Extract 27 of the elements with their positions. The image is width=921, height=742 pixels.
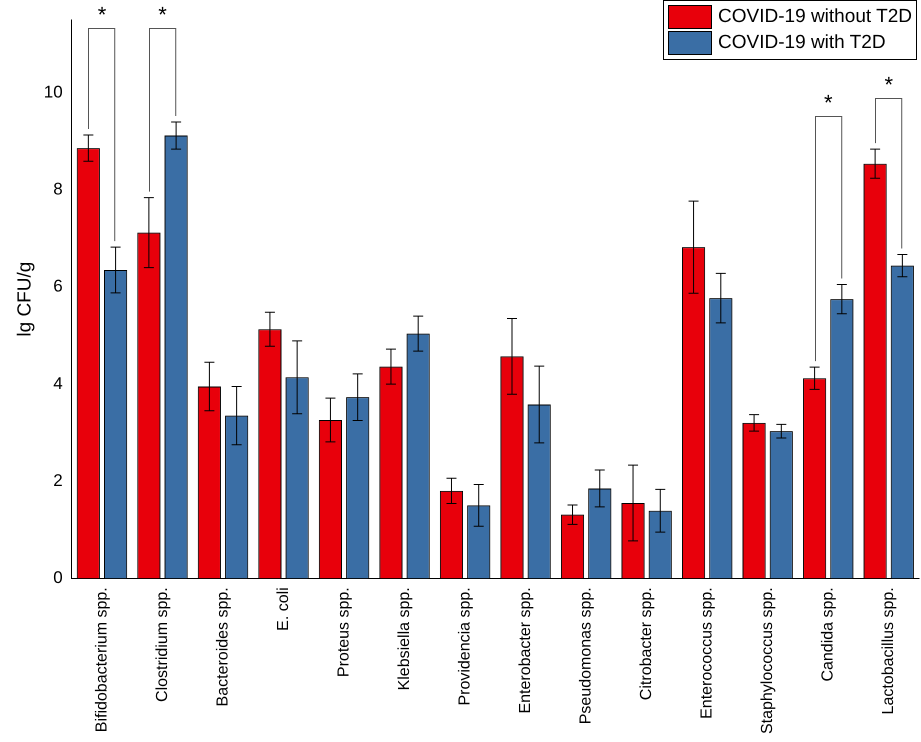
x-tick-label: E. coli [274,587,292,631]
legend-label: COVID-19 without T2D [718,6,912,28]
x-tick-label: Citrobacter spp. [638,587,656,700]
y-axis-title: lg CFU/g [14,262,36,337]
x-tick-label: Providencia spp. [456,587,474,706]
x-tick-label: Lactobacillus spp. [880,587,898,714]
x-tick-label: Enterococcus spp. [698,587,716,719]
x-tick-label: Pseudomonas spp. [578,587,595,724]
y-tick-label: 6 [53,276,63,296]
x-tick-label: Bifidobacterium spp. [93,587,110,732]
annotation: * [822,90,834,115]
y-tick-label: 2 [53,470,63,490]
x-tick-label: Candida spp. [820,587,837,682]
x-tick-label: Staphylococcus spp. [759,587,776,734]
x-tick-label: Bacteroides spp. [214,587,232,706]
y-tick-label: 4 [53,374,63,393]
x-tick-label: Clostridium spp. [154,587,171,702]
legend-label: COVID-19 with T2D [718,32,886,54]
y-tick-label: 0 [53,568,63,587]
x-tick-label: Enterobacter spp. [517,587,534,714]
annotation: * [157,2,168,27]
y-tick-label: 10 [44,82,63,102]
annotation: * [883,72,894,97]
x-tick-label: Proteus spp. [335,587,352,678]
annotation: * [96,2,108,27]
y-tick-label: 8 [53,180,63,199]
x-tick-label: Klebsiella spp. [396,587,413,690]
